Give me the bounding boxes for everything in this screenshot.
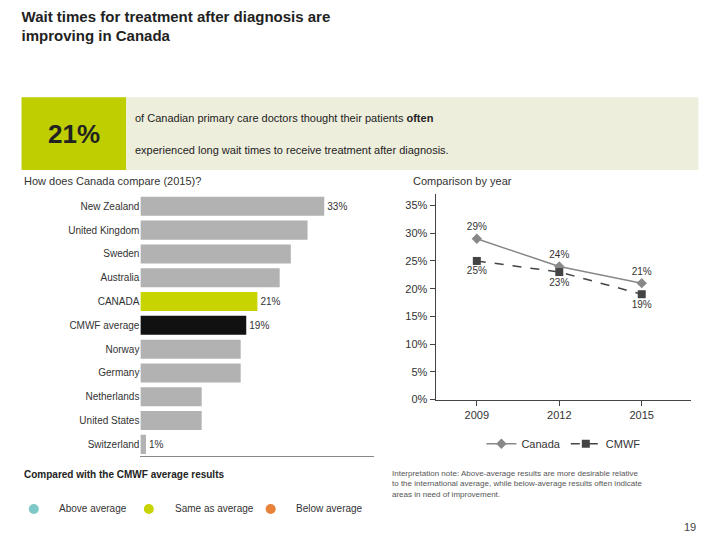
- svg-text:5%: 5%: [411, 366, 427, 378]
- svg-text:21%: 21%: [632, 266, 652, 277]
- svg-text:20%: 20%: [405, 283, 427, 295]
- svg-text:25%: 25%: [405, 255, 427, 267]
- svg-text:CMWF average: CMWF average: [69, 320, 139, 331]
- svg-text:United Kingdom: United Kingdom: [68, 225, 139, 236]
- svg-text:29%: 29%: [467, 221, 487, 232]
- svg-text:United States: United States: [79, 415, 139, 426]
- svg-text:24%: 24%: [549, 249, 569, 260]
- svg-text:25%: 25%: [467, 265, 487, 276]
- svg-text:19: 19: [684, 521, 696, 533]
- svg-text:19%: 19%: [632, 299, 652, 310]
- svg-text:Switzerland: Switzerland: [88, 439, 140, 450]
- svg-text:10%: 10%: [405, 338, 427, 350]
- svg-text:Netherlands: Netherlands: [85, 391, 139, 402]
- svg-text:21%: 21%: [48, 119, 100, 149]
- svg-text:2012: 2012: [547, 409, 571, 421]
- svg-text:Canada: Canada: [521, 438, 560, 450]
- svg-text:experienced long wait times to: experienced long wait times to receive t…: [135, 144, 449, 156]
- svg-text:2009: 2009: [465, 409, 489, 421]
- svg-text:33%: 33%: [327, 201, 347, 212]
- svg-text:CANADA: CANADA: [98, 296, 140, 307]
- svg-text:15%: 15%: [405, 310, 427, 322]
- svg-text:Norway: Norway: [105, 344, 139, 355]
- svg-text:35%: 35%: [405, 199, 427, 211]
- svg-text:Germany: Germany: [98, 367, 139, 378]
- svg-text:21%: 21%: [260, 296, 280, 307]
- svg-text:New Zealand: New Zealand: [80, 201, 139, 212]
- svg-text:Interpretation note: Above-ave: Interpretation note: Above-average resul…: [392, 469, 642, 499]
- svg-text:0%: 0%: [411, 393, 427, 405]
- svg-text:23%: 23%: [549, 277, 569, 288]
- svg-text:Below average: Below average: [296, 503, 363, 514]
- svg-text:Above average: Above average: [59, 503, 127, 514]
- svg-text:CMWF: CMWF: [606, 438, 640, 450]
- svg-text:Same as average: Same as average: [175, 503, 254, 514]
- svg-text:Wait times for treatment after: Wait times for treatment after diagnosis…: [22, 8, 331, 45]
- svg-text:19%: 19%: [249, 320, 269, 331]
- svg-text:Compared with the CMWF average: Compared with the CMWF average results: [24, 469, 224, 480]
- svg-text:Comparison by year: Comparison by year: [413, 175, 512, 187]
- svg-text:Sweden: Sweden: [103, 248, 139, 259]
- svg-text:1%: 1%: [149, 439, 164, 450]
- svg-text:of Canadian primary care docto: of Canadian primary care doctors thought…: [135, 112, 434, 124]
- svg-text:How does Canada compare (2015): How does Canada compare (2015)?: [24, 175, 201, 187]
- svg-text:Australia: Australia: [100, 272, 139, 283]
- svg-text:30%: 30%: [405, 227, 427, 239]
- svg-text:2015: 2015: [629, 409, 653, 421]
